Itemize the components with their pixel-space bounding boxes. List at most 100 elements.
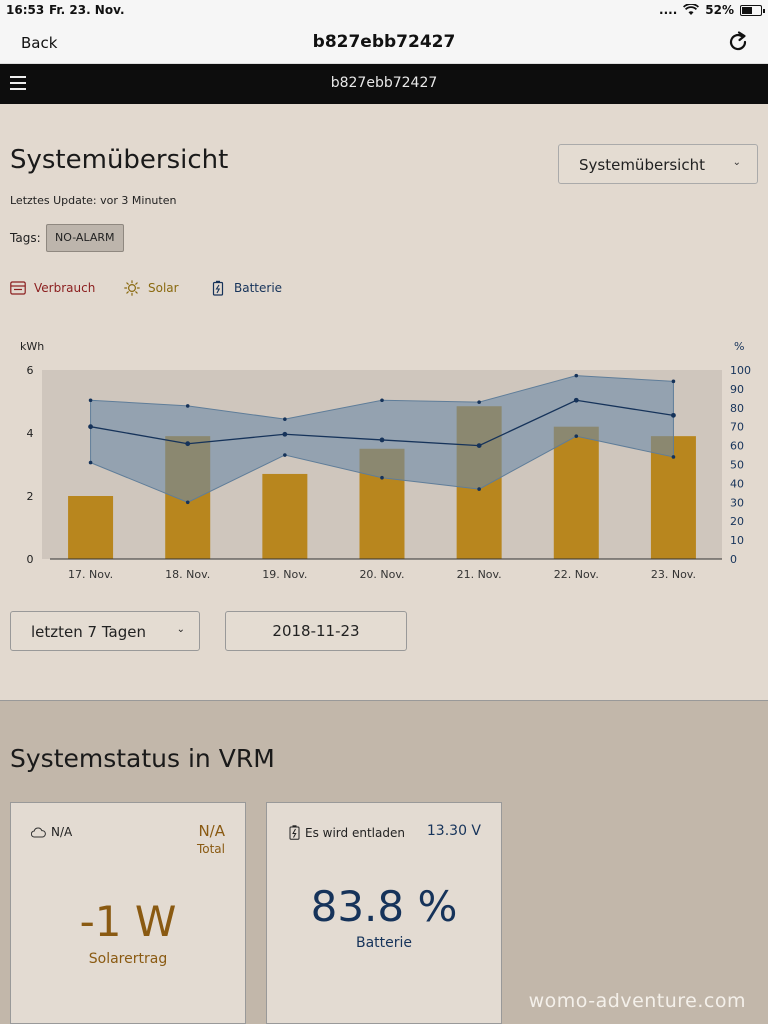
y-axis-right-label: % (734, 340, 744, 353)
solar-total-label: Total (196, 842, 225, 856)
x-tick-label: 20. Nov. (359, 568, 404, 581)
legend-label-verbrauch: Verbrauch (34, 281, 96, 295)
solar-bar (553, 426, 599, 559)
battery-min-point (88, 460, 93, 465)
x-tick-label: 21. Nov. (457, 568, 502, 581)
battery-point (573, 397, 579, 403)
y-tick-right: 0 (730, 553, 737, 566)
battery-min-point (671, 455, 676, 459)
weather-info: N/A (31, 825, 72, 839)
battery-point (185, 441, 191, 447)
y-tick-right: 50 (730, 459, 744, 472)
range-select[interactable]: letzten 7 Tagen ⌄ (10, 611, 200, 651)
y-tick-right: 40 (730, 477, 744, 490)
x-tick-label: 19. Nov. (262, 568, 307, 581)
solar-total-value: N/A (198, 822, 225, 840)
page-title: Systemübersicht (10, 145, 229, 175)
weather-value: N/A (51, 825, 73, 839)
tags-label: Tags: (10, 231, 41, 245)
x-tick-label: 23. Nov. (651, 568, 696, 581)
view-select-label: Systemübersicht (579, 156, 705, 174)
battery-min-point (185, 500, 190, 505)
back-button[interactable]: Back (21, 34, 58, 52)
battery-point (282, 431, 288, 437)
status-date: Fr. 23. Nov. (49, 3, 125, 17)
signal-dots: .... (659, 3, 678, 17)
x-tick-label: 18. Nov. (165, 568, 210, 581)
chart-legend: Verbrauch Solar Batterie (10, 280, 310, 300)
battery-soc-label: Batterie (355, 935, 413, 951)
legend-label-solar: Solar (148, 281, 179, 295)
battery-point (476, 443, 482, 448)
battery-charge-icon (289, 825, 300, 840)
y-tick-right: 80 (730, 402, 744, 415)
battery-icon (212, 280, 224, 296)
overview-section: Systemübersicht Systemübersicht ⌄ Letzte… (0, 104, 768, 700)
battery-min-point (380, 475, 384, 480)
y-tick-right: 10 (730, 534, 744, 547)
battery-min-point (574, 434, 579, 438)
date-picker-button[interactable]: 2018-11-23 (225, 611, 407, 651)
battery-soc-value: 83.8 % (310, 882, 458, 931)
status-time: 16:53 (6, 3, 45, 17)
y-tick-left: 6 (27, 364, 34, 377)
y-tick-right: 60 (730, 440, 744, 453)
y-tick-right: 30 (730, 496, 744, 509)
consumption-icon (10, 281, 26, 295)
x-tick-label: 22. Nov. (554, 568, 599, 581)
solar-yield-label: Solarertrag (88, 951, 168, 967)
tag-badge: NO-ALARM (46, 224, 124, 252)
wifi-icon (683, 4, 700, 15)
chevron-down-icon: ⌄ (176, 624, 185, 635)
battery-max-point (671, 379, 676, 384)
y-tick-right: 90 (730, 383, 744, 396)
solar-card[interactable]: N/A N/A Total -1 W Solarertrag (10, 802, 246, 1024)
y-tick-right: 100 (730, 364, 751, 377)
ios-status-bar: 16:53 Fr. 23. Nov. .... 52% (0, 0, 768, 20)
battery-point (379, 437, 385, 443)
battery-card[interactable]: Es wird entladen 13.30 V 83.8 % Batterie (266, 802, 502, 1024)
y-tick-right: 20 (730, 515, 744, 528)
cloud-icon (31, 827, 46, 837)
legend-item-verbrauch[interactable]: Verbrauch (10, 280, 95, 296)
status-battery-icon (740, 4, 765, 16)
y-tick-left: 0 (27, 553, 34, 566)
section-title: Systemstatus in VRM (10, 744, 275, 773)
chevron-down-icon: ⌄ (732, 157, 741, 168)
x-tick-label: 17. Nov. (68, 568, 113, 581)
app-header-title: b827ebb72427 (330, 75, 438, 91)
view-select[interactable]: Systemübersicht ⌄ (558, 144, 758, 184)
watermark: womo-adventure.com (528, 990, 746, 1012)
nav-title: b827ebb72427 (312, 32, 456, 52)
navigation-bar: Back b827ebb72427 (0, 20, 768, 64)
solar-yield-value: -1 W (79, 897, 177, 946)
y-tick-left: 4 (27, 427, 34, 440)
solar-bar (262, 473, 308, 559)
battery-min-point (283, 453, 287, 457)
sun-icon (124, 280, 140, 296)
battery-min-point (477, 487, 481, 491)
y-tick-right: 70 (730, 421, 744, 434)
battery-max-point (185, 404, 190, 408)
battery-point (671, 412, 676, 418)
battery-max-point (283, 417, 287, 421)
energy-chart: kWh% 0 2 4 6 0 10 20 30 40 50 60 70 80 90 100 17. Nov. 18… (0, 330, 768, 590)
range-select-label: letzten 7 Tagen (31, 623, 146, 641)
solar-bar (68, 496, 114, 559)
battery-max-point (477, 400, 481, 404)
reload-icon[interactable] (726, 30, 750, 54)
y-tick-left: 2 (27, 490, 34, 503)
battery-percent: 52% (705, 3, 734, 17)
y-axis-left-label: kWh (20, 340, 44, 353)
hamburger-menu-icon[interactable] (10, 76, 26, 90)
systemstatus-section: Systemstatus in VRM N/A N/A Total -1 W S… (0, 700, 768, 1024)
legend-item-batterie[interactable]: Batterie (210, 280, 282, 296)
battery-voltage: 13.30 V (426, 823, 481, 839)
battery-max-point (574, 373, 579, 378)
battery-state-text: Es wird entladen (305, 825, 405, 840)
legend-item-solar[interactable]: Solar (124, 280, 179, 296)
last-update-text: Letztes Update: vor 3 Minuten (10, 194, 177, 207)
battery-max-point (380, 398, 384, 403)
legend-label-batterie: Batterie (234, 281, 283, 295)
